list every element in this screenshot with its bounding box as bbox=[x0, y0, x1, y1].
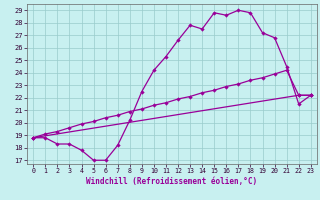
X-axis label: Windchill (Refroidissement éolien,°C): Windchill (Refroidissement éolien,°C) bbox=[86, 177, 258, 186]
